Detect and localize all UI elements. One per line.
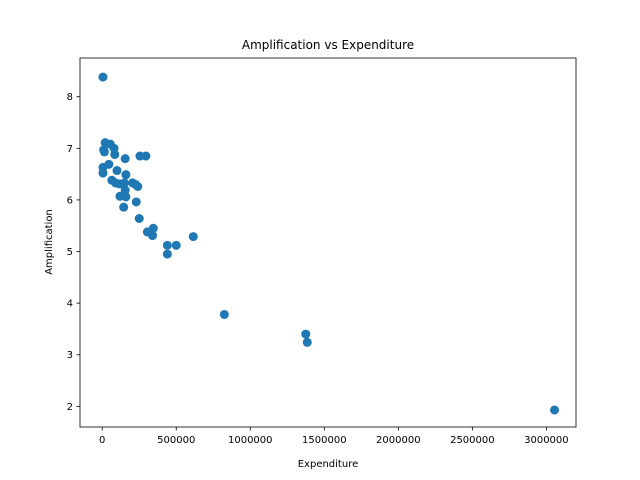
data-point [98, 72, 108, 82]
x-tick-label: 0 [99, 435, 105, 446]
y-tick-label: 8 [67, 92, 73, 103]
x-tick-label: 1000000 [228, 435, 273, 446]
data-point [148, 231, 158, 241]
y-tick-label: 5 [67, 247, 73, 258]
data-point [301, 329, 311, 339]
x-axis: 0 500000 1000000 1500000 2000000 2500000 30000… [99, 427, 569, 446]
x-tick-label: 3000000 [524, 435, 569, 446]
y-tick-label: 3 [67, 350, 73, 361]
data-point [219, 309, 229, 319]
data-point [119, 178, 129, 188]
points-layer [98, 72, 560, 415]
data-point [120, 154, 130, 164]
data-point [133, 182, 143, 192]
plot-frame [79, 57, 577, 428]
data-point [99, 147, 109, 157]
data-point [550, 405, 560, 415]
data-point [171, 240, 181, 250]
data-point [120, 185, 130, 195]
y-tick-label: 2 [67, 402, 73, 413]
data-point [302, 337, 312, 347]
chart-title: Amplification vs Expenditure [242, 38, 414, 52]
data-point [141, 151, 151, 161]
data-point [121, 192, 131, 202]
data-point [110, 150, 120, 160]
y-tick-label: 4 [67, 299, 73, 310]
data-point [112, 166, 122, 176]
x-tick-label: 2000000 [376, 435, 421, 446]
data-point [188, 232, 198, 242]
data-point [162, 249, 172, 259]
data-point [119, 202, 129, 212]
x-axis-label: Expenditure [298, 459, 359, 470]
data-point [98, 168, 108, 178]
x-tick-label: 2500000 [450, 435, 495, 446]
x-tick-label: 1500000 [302, 435, 347, 446]
x-tick-label: 500000 [157, 435, 195, 446]
data-point [134, 214, 144, 224]
y-tick-label: 6 [67, 195, 73, 206]
y-axis: 2 3 4 5 6 7 8 [67, 92, 80, 413]
y-tick-label: 7 [67, 144, 73, 155]
y-axis-label: Amplification [44, 209, 55, 275]
data-point [121, 170, 131, 180]
data-point [162, 240, 172, 250]
data-point [131, 197, 141, 207]
